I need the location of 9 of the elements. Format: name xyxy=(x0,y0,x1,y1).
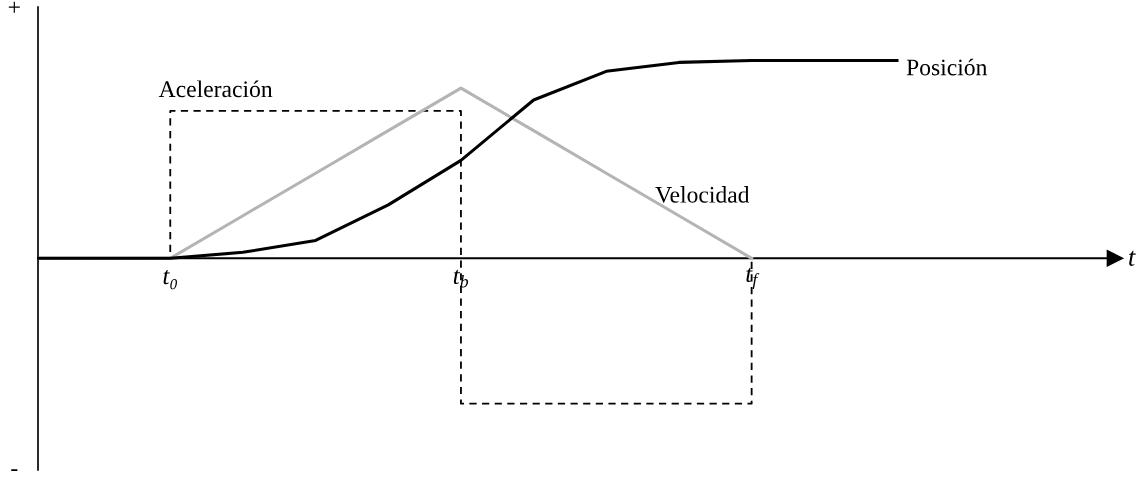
series-label: Posición xyxy=(906,58,988,76)
text: - xyxy=(11,469,18,471)
x-tick-label: t$_{b}$ xyxy=(453,269,469,288)
series-label: Aceleración xyxy=(158,80,273,98)
x-axis-title: t xyxy=(1129,250,1136,266)
x-tick-label: t₀ xyxy=(163,269,178,290)
text: + xyxy=(8,1,20,13)
x-tick-label: t$_{f}$ xyxy=(746,267,760,290)
series-label: Velocidad xyxy=(655,186,750,203)
